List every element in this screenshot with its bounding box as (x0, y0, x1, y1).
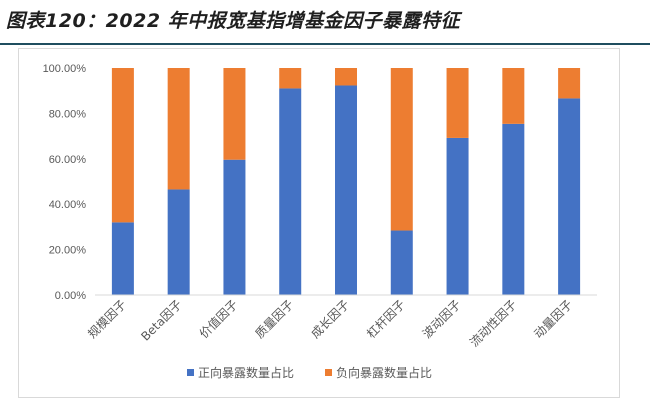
bar-segment-positive (279, 88, 302, 296)
bar-segment-negative (223, 68, 246, 160)
bar-segment-negative (335, 68, 357, 86)
bar-segment-positive (558, 98, 581, 295)
bar-segment-positive (335, 85, 357, 295)
y-tick-label: 20.00% (49, 245, 87, 257)
x-tick-label: 成长因子 (308, 297, 352, 341)
x-tick-label: 波动因子 (420, 297, 464, 341)
y-tick-label: 100.00% (43, 63, 87, 75)
x-tick-label: Beta因子 (138, 297, 184, 343)
y-tick-label: 0.00% (55, 290, 86, 302)
x-tick-label: 规模因子 (84, 297, 129, 342)
bar-segment-negative (502, 68, 525, 124)
stacked-bar-chart: 0.00% 20.00% 40.00% 60.00% 80.00% 100.00% 规模因… (43, 63, 597, 380)
x-tick-label: 价值因子 (196, 297, 241, 342)
legend-label: 负向暴露数量占比 (336, 365, 432, 380)
bar-segment-positive (111, 222, 134, 295)
x-axis: 规模因子 Beta因子 价值因子 质量因子 成长因子 杠杆因子 波动因子 流动性因子 动量因子 (84, 294, 597, 350)
bar-segment-negative (446, 68, 469, 138)
bars-group (111, 68, 581, 296)
y-tick-label: 40.00% (49, 199, 87, 211)
x-tick-label: 动量因子 (531, 297, 575, 341)
bar-segment-positive (446, 137, 469, 295)
bar-segment-negative (390, 68, 413, 231)
title-underline (0, 43, 650, 45)
bar-segment-negative (558, 68, 581, 99)
x-tick-label: 流动性因子 (467, 297, 519, 349)
bar-segment-positive (502, 123, 525, 295)
legend-swatch (187, 369, 194, 376)
y-tick-label: 60.00% (49, 154, 87, 166)
y-tick-label: 80.00% (49, 108, 87, 120)
bar-segment-positive (167, 189, 190, 295)
x-tick-label: 质量因子 (252, 297, 296, 341)
legend: 正向暴露数量占比 负向暴露数量占比 (187, 365, 432, 380)
chart-frame: 0.00% 20.00% 40.00% 60.00% 80.00% 100.00% 规模因… (18, 48, 620, 398)
chart-title: 图表120：2022 年中报宽基指增基金因子暴露特征 (6, 10, 461, 32)
bar-segment-positive (223, 159, 246, 295)
bar-segment-negative (279, 68, 302, 89)
bar-segment-positive (390, 230, 413, 295)
y-axis: 0.00% 20.00% 40.00% 60.00% 80.00% 100.00% (43, 63, 87, 302)
bar-segment-negative (111, 68, 134, 223)
bar-segment-negative (167, 68, 190, 190)
legend-swatch (325, 369, 332, 376)
legend-label: 正向暴露数量占比 (198, 365, 294, 380)
x-tick-label: 杠杆因子 (363, 297, 408, 342)
